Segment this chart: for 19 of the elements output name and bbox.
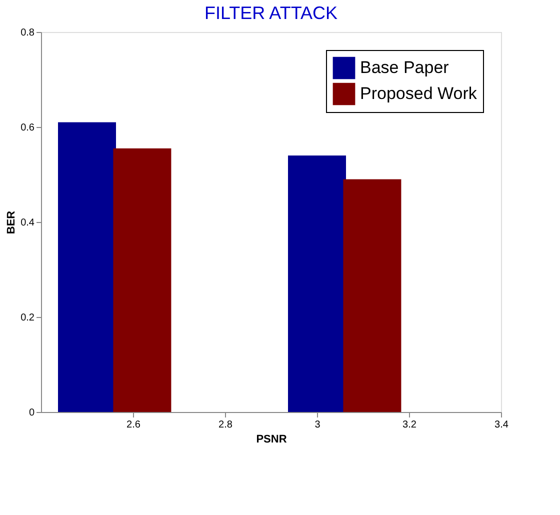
x-tick-label: 2.6: [126, 420, 141, 430]
bar: [343, 179, 402, 412]
bar: [58, 122, 116, 412]
y-axis-title: BER: [6, 210, 18, 234]
y-tick-label: 0.6: [20, 122, 35, 134]
y-tick-label: 0.2: [20, 312, 35, 324]
y-tick-label: 0.8: [20, 28, 35, 38]
bar: [113, 148, 172, 412]
bar: [288, 156, 346, 412]
y-tick-label: 0.4: [20, 218, 35, 228]
legend-label: Base Paper: [360, 58, 450, 77]
x-tick-label: 2.8: [218, 420, 233, 430]
legend-label: Proposed Work: [360, 84, 478, 103]
x-tick-label: 3.4: [494, 420, 509, 430]
x-axis-title: PSNR: [256, 434, 287, 446]
x-tick-label: 3.2: [402, 420, 417, 430]
x-tick-label: 3: [314, 420, 321, 430]
chart-title: FILTER ATTACK: [204, 3, 338, 23]
y-tick-label: 0: [28, 408, 35, 418]
